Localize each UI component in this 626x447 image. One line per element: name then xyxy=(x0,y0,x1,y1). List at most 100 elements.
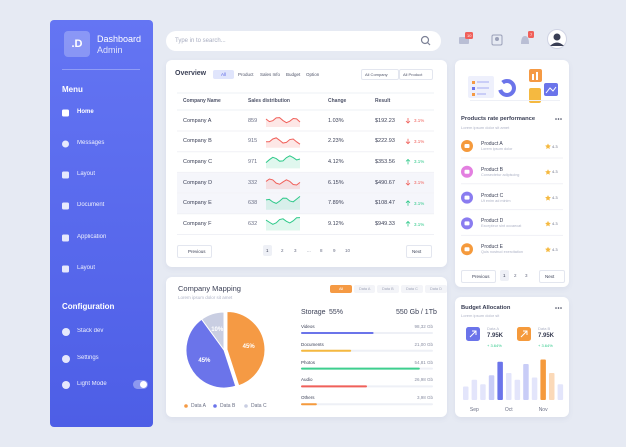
row-highlight xyxy=(177,173,434,194)
menu-item[interactable]: Messages xyxy=(77,140,105,146)
cell: 3.1% xyxy=(414,200,425,206)
page-number[interactable]: ... xyxy=(307,248,311,253)
tab[interactable]: Option xyxy=(306,72,320,77)
page-number[interactable]: 1 xyxy=(500,270,509,281)
tab[interactable]: All xyxy=(213,70,235,79)
product-name: Product E xyxy=(481,244,503,251)
config-item[interactable]: Light Mode xyxy=(77,381,107,387)
brand-subtitle: Admin xyxy=(97,45,123,55)
star xyxy=(545,143,551,149)
filter[interactable]: All Product xyxy=(399,69,434,80)
bar xyxy=(531,377,538,400)
filter[interactable]: All Company xyxy=(361,69,399,80)
tab[interactable]: Data C xyxy=(401,285,423,293)
budget-change: + 3.64% xyxy=(487,343,502,348)
product-desc: Quis nostrud exercitation xyxy=(481,250,523,255)
trend-arrow xyxy=(405,158,411,165)
bar xyxy=(463,386,469,400)
sparkline xyxy=(265,155,301,164)
user-icon xyxy=(495,37,499,41)
cell: 9.12% xyxy=(328,221,344,227)
cell: 2.23% xyxy=(328,138,344,145)
storage-label: Storage xyxy=(301,309,326,316)
config-item[interactable]: Settings xyxy=(77,355,99,361)
tab[interactable]: Data B xyxy=(377,285,399,293)
menu-icon xyxy=(62,234,69,242)
card-title: Budget Allocation xyxy=(461,305,511,311)
page-number[interactable]: 3 xyxy=(525,273,528,278)
legend-label: Data B xyxy=(220,403,236,409)
config-item[interactable]: Stack dev xyxy=(77,328,104,334)
page-number[interactable]: 8 xyxy=(320,248,323,253)
menu-item[interactable]: Application xyxy=(77,234,107,240)
page-number[interactable]: 2 xyxy=(281,248,284,253)
storage-item: Documents xyxy=(301,341,324,347)
pagination-prev[interactable]: Previous xyxy=(461,270,496,283)
page-number[interactable]: 9 xyxy=(333,248,336,253)
cell: 3.1% xyxy=(414,118,425,123)
budget-value: 7.95K xyxy=(538,333,555,339)
config-icon xyxy=(62,328,70,336)
cell: $353.56 xyxy=(375,158,395,165)
sparkline-area xyxy=(266,155,300,169)
star xyxy=(545,169,551,175)
page-number[interactable]: 10 xyxy=(345,248,351,253)
cell: $490.67 xyxy=(375,179,395,186)
bar xyxy=(488,375,495,400)
card-subtitle: Lorem ipsum dolor sit amet xyxy=(461,125,510,130)
search-bar[interactable] xyxy=(166,31,441,51)
menu-item[interactable]: Layout xyxy=(77,265,96,271)
cell: $108.47 xyxy=(375,200,395,207)
cell: 915 xyxy=(248,138,258,145)
tab[interactable]: Data D xyxy=(425,285,447,293)
bar xyxy=(506,373,512,400)
cell: Company F xyxy=(183,221,212,227)
avatar-face xyxy=(553,33,561,41)
config-heading: Configuration xyxy=(62,302,115,311)
cell: Company D xyxy=(183,179,213,186)
column-header: Result xyxy=(375,98,391,104)
bar xyxy=(471,379,478,400)
tab[interactable]: Sales Info xyxy=(260,72,281,77)
page-number[interactable]: 2 xyxy=(514,273,517,278)
budget-icon-glyph xyxy=(520,330,528,338)
pagination-next[interactable]: Next xyxy=(539,270,566,283)
storage-item: Photos xyxy=(301,359,316,365)
product-icon-glyph xyxy=(464,195,470,200)
tab[interactable]: Product xyxy=(238,72,254,77)
menu-item[interactable]: Document xyxy=(77,202,105,208)
tab[interactable]: Budget xyxy=(286,72,301,77)
cell: 3.1% xyxy=(414,159,425,165)
storage-size: 98,32 Gb xyxy=(414,324,433,329)
cell: 971 xyxy=(248,158,258,165)
page-number[interactable]: 3 xyxy=(294,248,297,253)
avatar-body xyxy=(550,42,564,46)
menu-dot xyxy=(557,307,560,309)
x-tick-label: Sep xyxy=(470,407,479,413)
tab[interactable]: All xyxy=(330,285,353,293)
cell: $949.33 xyxy=(375,221,395,227)
cell: 4.12% xyxy=(328,158,344,165)
search-icon xyxy=(420,35,430,45)
page-number[interactable]: 1 xyxy=(263,245,272,256)
menu-icon xyxy=(62,109,69,117)
sparkline xyxy=(265,178,301,186)
product-icon-glyph xyxy=(464,221,470,226)
menu-item[interactable]: Home xyxy=(77,109,94,115)
pagination-prev[interactable]: Previous xyxy=(177,245,212,258)
product-desc: Lorem ipsum dolor xyxy=(481,147,513,151)
pie-slice xyxy=(185,318,237,389)
budget-icon-glyph xyxy=(469,330,477,338)
product-icon-glyph xyxy=(464,144,470,148)
tab[interactable]: Data A xyxy=(354,285,376,293)
product-name: Product B xyxy=(481,166,503,173)
sparkline-area xyxy=(266,196,300,210)
pagination-next[interactable]: Next xyxy=(406,245,433,258)
menu-item[interactable]: Layout xyxy=(77,171,96,177)
product-rating: 4.3 xyxy=(552,143,558,149)
product-rating: 4.3 xyxy=(552,246,558,252)
sparkline-area xyxy=(266,137,300,148)
trend-arrow xyxy=(405,200,411,206)
column-header: Change xyxy=(328,98,347,104)
